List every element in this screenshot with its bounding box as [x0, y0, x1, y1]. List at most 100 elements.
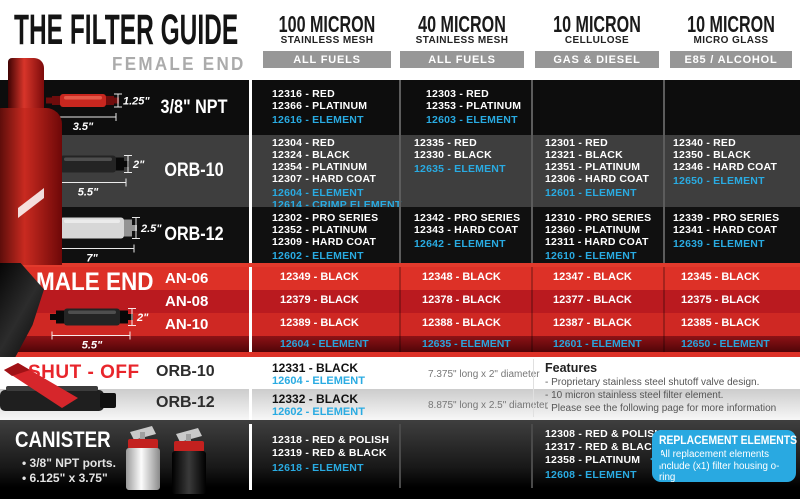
- male-stripe: [0, 336, 800, 352]
- part-number: 12387 - BLACK: [553, 317, 632, 329]
- part-number: 12348 - BLACK: [422, 271, 501, 283]
- part-number: 12389 - BLACK: [280, 317, 359, 329]
- filter-neck: [8, 58, 44, 116]
- canister-heading: CANISTER: [15, 427, 111, 452]
- part-number: 12339 - PRO SERIES: [673, 212, 780, 224]
- part-number: 12311 - HARD COAT: [545, 236, 649, 248]
- male-stripe: [0, 352, 800, 357]
- shutoff-heading: SHUT - OFF: [28, 362, 140, 383]
- column-divider: [399, 424, 401, 488]
- shutoff-section: SHUT - OFF Features - Proprietary stainl…: [0, 357, 800, 420]
- element-part-number: 12642 - ELEMENT: [414, 238, 506, 250]
- male-stripe: [0, 313, 800, 336]
- length-dimension-label: 5.5": [82, 340, 103, 352]
- part-number: 12388 - BLACK: [422, 317, 501, 329]
- page-title: THE FILTER GUIDE: [14, 6, 239, 54]
- part-number: 12377 - BLACK: [553, 294, 632, 306]
- parts-cell: 12331 - BLACK 12604 - ELEMENT: [272, 361, 365, 388]
- parts-cell: 12342 - PRO SERIES 12343 - HARD COAT 12642…: [414, 212, 520, 251]
- an-size-label: AN-08: [165, 293, 209, 310]
- male-stripe: [0, 267, 800, 290]
- row-port-label: 3/8" NPT: [160, 96, 228, 118]
- parts-cell: 12303 - RED 12353 - PLATINUM 12603 - ELEME…: [426, 88, 521, 127]
- part-number: 12332 - BLACK: [272, 392, 359, 406]
- part-number: 12306 - HARD COAT: [545, 173, 650, 185]
- part-number: 12350 - BLACK: [673, 149, 751, 161]
- micron-rating: 10 MICRON: [553, 11, 641, 37]
- part-number: 12301 - RED: [545, 137, 608, 149]
- feature-item: - Please see the following page for more…: [545, 403, 777, 414]
- length-dimension-label: 3.5": [73, 121, 94, 133]
- fuel-compatibility-badge: E85 / ALCOHOL: [670, 51, 792, 68]
- parts-cell: 12304 - RED 12324 - BLACK 12354 - PLATINUM…: [272, 137, 401, 211]
- shutoff-port-label: ORB-10: [156, 363, 215, 380]
- part-number: 12379 - BLACK: [280, 294, 359, 306]
- column-divider: [531, 424, 533, 488]
- red-canister-filter-photo: [0, 58, 64, 265]
- column-divider: [663, 80, 665, 263]
- length-dimension-label: 7": [86, 253, 98, 264]
- diameter-dimension-label: 1.25": [123, 96, 150, 108]
- parts-cell: 12340 - RED 12350 - BLACK 12346 - HARD COA…: [673, 137, 777, 188]
- part-number: 12310 - PRO SERIES: [545, 212, 652, 224]
- part-number: 12309 - HARD COAT: [272, 236, 377, 248]
- row-port-label: ORB-10: [164, 160, 224, 181]
- column-divider: [249, 80, 252, 263]
- part-number: 12366 - PLATINUM: [272, 100, 368, 112]
- part-number: 12342 - PRO SERIES: [414, 212, 521, 224]
- male-stripe: [0, 263, 800, 267]
- fuel-compatibility-badge: ALL FUELS: [400, 51, 524, 68]
- feature-item: - Proprietary stainless steel shutoff va…: [545, 377, 760, 388]
- parts-cell: 12318 - RED & POLISH 12319 - RED & BLACK 1…: [272, 434, 389, 475]
- element-part-number: 12616 - ELEMENT: [272, 114, 364, 126]
- part-number: 12308 - RED & POLISH: [545, 428, 663, 440]
- element-part-number: 12635 - ELEMENT: [414, 163, 506, 175]
- part-number: 12343 - HARD COAT: [414, 224, 519, 236]
- micron-rating: 40 MICRON: [418, 11, 506, 37]
- filter-product-illustration: 2" 5.5": [46, 155, 145, 199]
- part-number: 12307 - HARD COAT: [272, 173, 377, 185]
- features-title: Features: [545, 361, 598, 375]
- column-divider: [531, 267, 533, 352]
- column-header-3: 10 MICRON CELLULOSE GAS & DIESEL: [526, 11, 668, 68]
- part-number: 12345 - BLACK: [681, 271, 760, 283]
- canister-spec-bullet: • 3/8" NPT ports.: [22, 456, 116, 470]
- column-header-2: 40 MICRON STAINLESS MESH ALL FUELS: [392, 11, 532, 68]
- element-part-number: 12610 - ELEMENT: [545, 250, 637, 262]
- replacement-elements-callout: REPLACEMENT ELEMENTS All replacement ele…: [650, 430, 797, 483]
- element-part-number: 12608 - ELEMENT: [545, 469, 637, 481]
- male-end-heading: MALE END: [36, 268, 154, 296]
- an-size-label: AN-06: [165, 270, 209, 287]
- part-number: 12317 - RED & BLACK: [545, 441, 660, 453]
- feature-item: - 10 micron stainless steel filter eleme…: [545, 390, 724, 401]
- fuel-compatibility-badge: ALL FUELS: [262, 51, 392, 68]
- part-number: 12335 - RED: [414, 137, 477, 149]
- part-number: 12331 - BLACK: [272, 361, 359, 375]
- parts-cell: 12302 - PRO SERIES 12352 - PLATINUM 12309 …: [272, 212, 378, 263]
- parts-cell: 12310 - PRO SERIES 12360 - PLATINUM 12311 …: [545, 212, 651, 263]
- column-divider: [533, 359, 534, 417]
- element-part-number: 12650 - ELEMENT: [681, 338, 770, 350]
- parts-cell: 12308 - RED & POLISH 12317 - RED & BLACK 1…: [545, 428, 662, 482]
- part-number: 12378 - BLACK: [422, 294, 501, 306]
- filter-body: [0, 108, 62, 265]
- shutoff-valve-photo: [0, 363, 116, 411]
- media-type: CELLULOSE: [564, 35, 630, 46]
- media-type: STAINLESS MESH: [280, 35, 374, 46]
- column-divider: [249, 424, 252, 490]
- size-note: 7.375" long x 2" diameter: [428, 369, 540, 380]
- part-number: 12340 - RED: [673, 137, 736, 149]
- length-dimension-label: 5.5": [78, 187, 99, 199]
- element-part-number: 12603 - ELEMENT: [426, 114, 518, 126]
- part-number: 12302 - PRO SERIES: [272, 212, 379, 224]
- part-number: 12304 - RED: [272, 137, 335, 149]
- column-divider: [399, 267, 401, 352]
- part-number: 12385 - BLACK: [681, 317, 760, 329]
- part-number: 12375 - BLACK: [681, 294, 760, 306]
- column-divider: [399, 80, 401, 263]
- male-end-section: MALE END AN-06 12349 - BLACK 12348 - BLACK…: [0, 263, 800, 357]
- element-part-number: 12602 - ELEMENT: [272, 250, 364, 262]
- part-number: 12349 - BLACK: [280, 271, 359, 283]
- column-headers: 100 MICRON STAINLESS MESH ALL FUELS 40 MICR…: [0, 0, 800, 80]
- row-port-label: ORB-12: [164, 224, 224, 245]
